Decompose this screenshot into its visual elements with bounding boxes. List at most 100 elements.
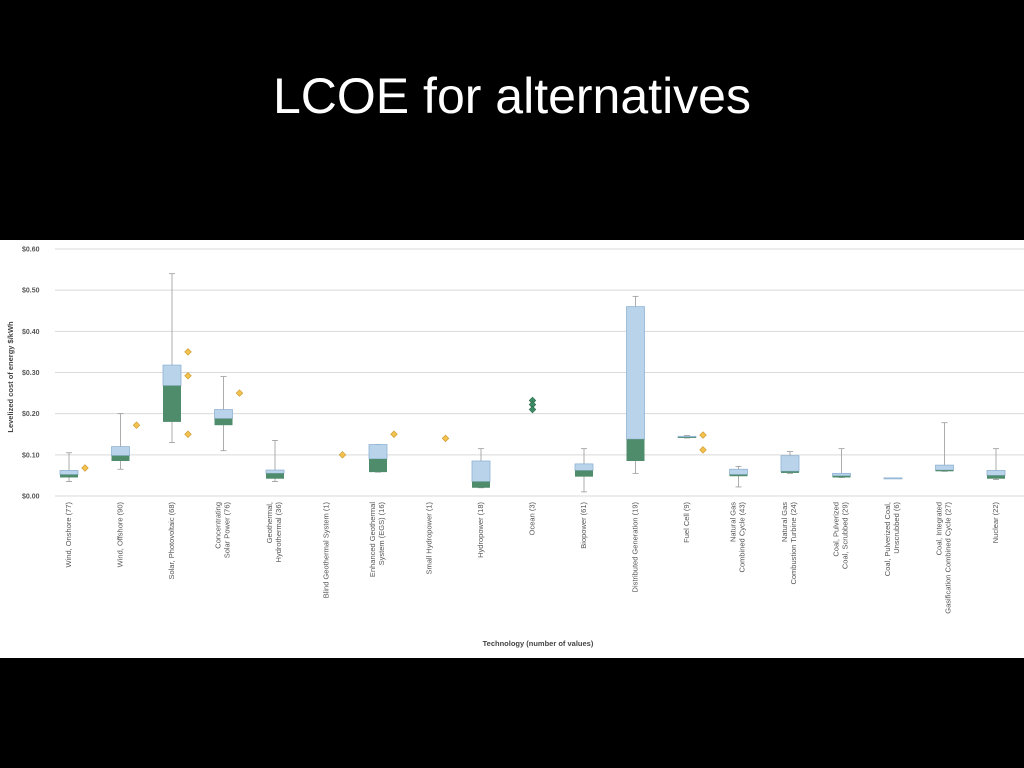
- category-label: Hydropower (18): [476, 502, 485, 558]
- category-label: Ocean (3): [528, 502, 537, 536]
- box-lower-quartile: [575, 470, 593, 477]
- category-label-line: Gasification Combined Cycle (27): [944, 502, 953, 614]
- outlier-point: [81, 464, 89, 472]
- outlier-point: [699, 446, 707, 454]
- outlier-point: [184, 430, 192, 438]
- y-tick-label: $0.10: [22, 452, 40, 459]
- box-lower-quartile: [214, 418, 233, 426]
- x-axis-title: Technology (number of values): [483, 639, 594, 648]
- category-label-line: Natural Gas: [780, 502, 789, 542]
- outlier-layer: [81, 348, 707, 472]
- category-label-line: Hydropower (18): [476, 502, 485, 558]
- category-label-line: Geothermal,: [265, 502, 274, 543]
- box-layer: [59, 273, 1006, 493]
- y-tick-labels: $0.00 $0.10 $0.20 $0.30 $0.40 $0.50 $0.60: [22, 247, 40, 501]
- category-label-line: Wind, Offshore (90): [116, 502, 125, 568]
- box-8: [471, 448, 491, 489]
- outlier-point: [390, 430, 398, 438]
- box-upper-quartile: [162, 364, 182, 387]
- category-label-line: Biopower (61): [579, 502, 588, 549]
- y-tick-label: $0.60: [22, 247, 40, 254]
- category-label-line: Blind Geothermal System (1): [322, 502, 331, 599]
- category-labels: Wind, Onshore (77) Wind, Offshore (90) Sol…: [64, 501, 1000, 613]
- y-tick-label: $0.40: [22, 329, 40, 336]
- category-label-line: Coal, Pulverized Coal,: [883, 502, 892, 576]
- box-upper-quartile: [832, 472, 851, 477]
- box-lower-quartile: [935, 470, 954, 472]
- box-2: [162, 273, 182, 443]
- box-17: [935, 422, 954, 472]
- box-6: [368, 444, 388, 473]
- box-lower-quartile: [832, 475, 851, 478]
- category-label-line: Unscrubbed (6): [892, 502, 901, 554]
- box-14: [780, 451, 800, 474]
- category-label: Enhanced GeothermalSystem (EGS) (16): [368, 501, 386, 577]
- category-label-line: Concentrating: [214, 502, 223, 549]
- category-label: Wind, Offshore (90): [116, 502, 125, 568]
- category-label: Coal, Pulverized Coal,Unscrubbed (6): [883, 502, 901, 577]
- box-lower-quartile: [729, 474, 748, 477]
- box-upper-quartile: [214, 409, 233, 420]
- category-label-line: Ocean (3): [528, 502, 537, 536]
- box-upper-quartile: [883, 477, 903, 480]
- box-11: [626, 295, 645, 474]
- y-axis-title: Levelized cost of energy $/kWh: [6, 321, 15, 433]
- outlier-point: [441, 434, 450, 443]
- category-label: Wind, Onshore (77): [64, 502, 73, 568]
- box-upper-quartile: [368, 444, 388, 460]
- box-0: [59, 452, 79, 482]
- y-tick-label: $0.20: [22, 411, 40, 418]
- box-upper-quartile: [986, 470, 1006, 476]
- box-upper-quartile: [626, 306, 645, 440]
- box-upper-quartile: [729, 468, 748, 475]
- category-label-line: Nuclear (22): [991, 501, 1000, 543]
- category-label-line: System (EGS) (16): [377, 501, 386, 565]
- y-tick-label: $0.30: [22, 370, 40, 377]
- box-upper-quartile: [111, 446, 130, 457]
- outlier-point: [528, 405, 537, 414]
- box-18: [986, 448, 1006, 480]
- category-label-line: Solar Power (76): [223, 502, 232, 559]
- box-1: [111, 413, 130, 470]
- category-label: Distributed Generation (19): [631, 502, 640, 593]
- category-label-line: Wind, Onshore (77): [64, 502, 73, 568]
- box-lower-quartile: [987, 475, 1005, 479]
- category-label-line: Coal, Scrubbed (29): [841, 502, 850, 570]
- box-lower-quartile: [60, 474, 78, 478]
- category-label-line: Small Hydropower (1): [425, 502, 434, 575]
- box-3: [214, 376, 233, 452]
- category-label: Biopower (61): [579, 502, 588, 549]
- y-tick-label: $0.50: [22, 288, 40, 295]
- box-upper-quartile: [935, 464, 954, 471]
- category-label: Small Hydropower (1): [425, 502, 434, 575]
- category-label: Blind Geothermal System (1): [322, 502, 331, 599]
- category-label-line: Coal, Pulverized: [832, 502, 841, 557]
- category-label: ConcentratingSolar Power (76): [214, 502, 232, 559]
- category-label: Geothermal,Hydrothermal (36): [265, 501, 283, 562]
- category-label-line: Fuel Cell (9): [682, 501, 691, 542]
- box-upper-quartile: [265, 469, 285, 474]
- slide-title: LCOE for alternatives: [273, 68, 751, 124]
- box-lower-quartile: [369, 458, 387, 473]
- chart-panel: $0.00 $0.10 $0.20 $0.30 $0.40 $0.50 $0.60 Wind…: [0, 240, 1024, 658]
- box-13: [729, 465, 748, 488]
- category-label-line: Coal, Integrated: [935, 502, 944, 555]
- box-upper-quartile: [471, 460, 491, 482]
- category-label-line: Combustion Turbine (24): [789, 502, 798, 585]
- category-label: Natural GasCombustion Turbine (24): [780, 502, 798, 585]
- box-upper-quartile: [780, 455, 800, 472]
- category-label-line: Solar, Photovoltaic (68): [167, 502, 176, 580]
- outlier-point: [235, 389, 244, 397]
- lcoe-boxplot-chart: $0.00 $0.10 $0.20 $0.30 $0.40 $0.50 $0.60 Wind…: [6, 247, 1024, 648]
- box-lower-quartile: [781, 471, 799, 473]
- category-label: Fuel Cell (9): [682, 501, 691, 542]
- outlier-point: [184, 348, 192, 356]
- box-upper-quartile: [574, 463, 594, 471]
- y-tick-label: $0.00: [22, 494, 40, 501]
- box-lower-quartile: [266, 473, 284, 479]
- box-lower-quartile: [163, 385, 181, 422]
- category-label-line: Combined Cycle (43): [738, 502, 747, 573]
- box-lower-quartile: [678, 437, 696, 438]
- box-15: [832, 448, 851, 478]
- outlier-point: [184, 372, 192, 380]
